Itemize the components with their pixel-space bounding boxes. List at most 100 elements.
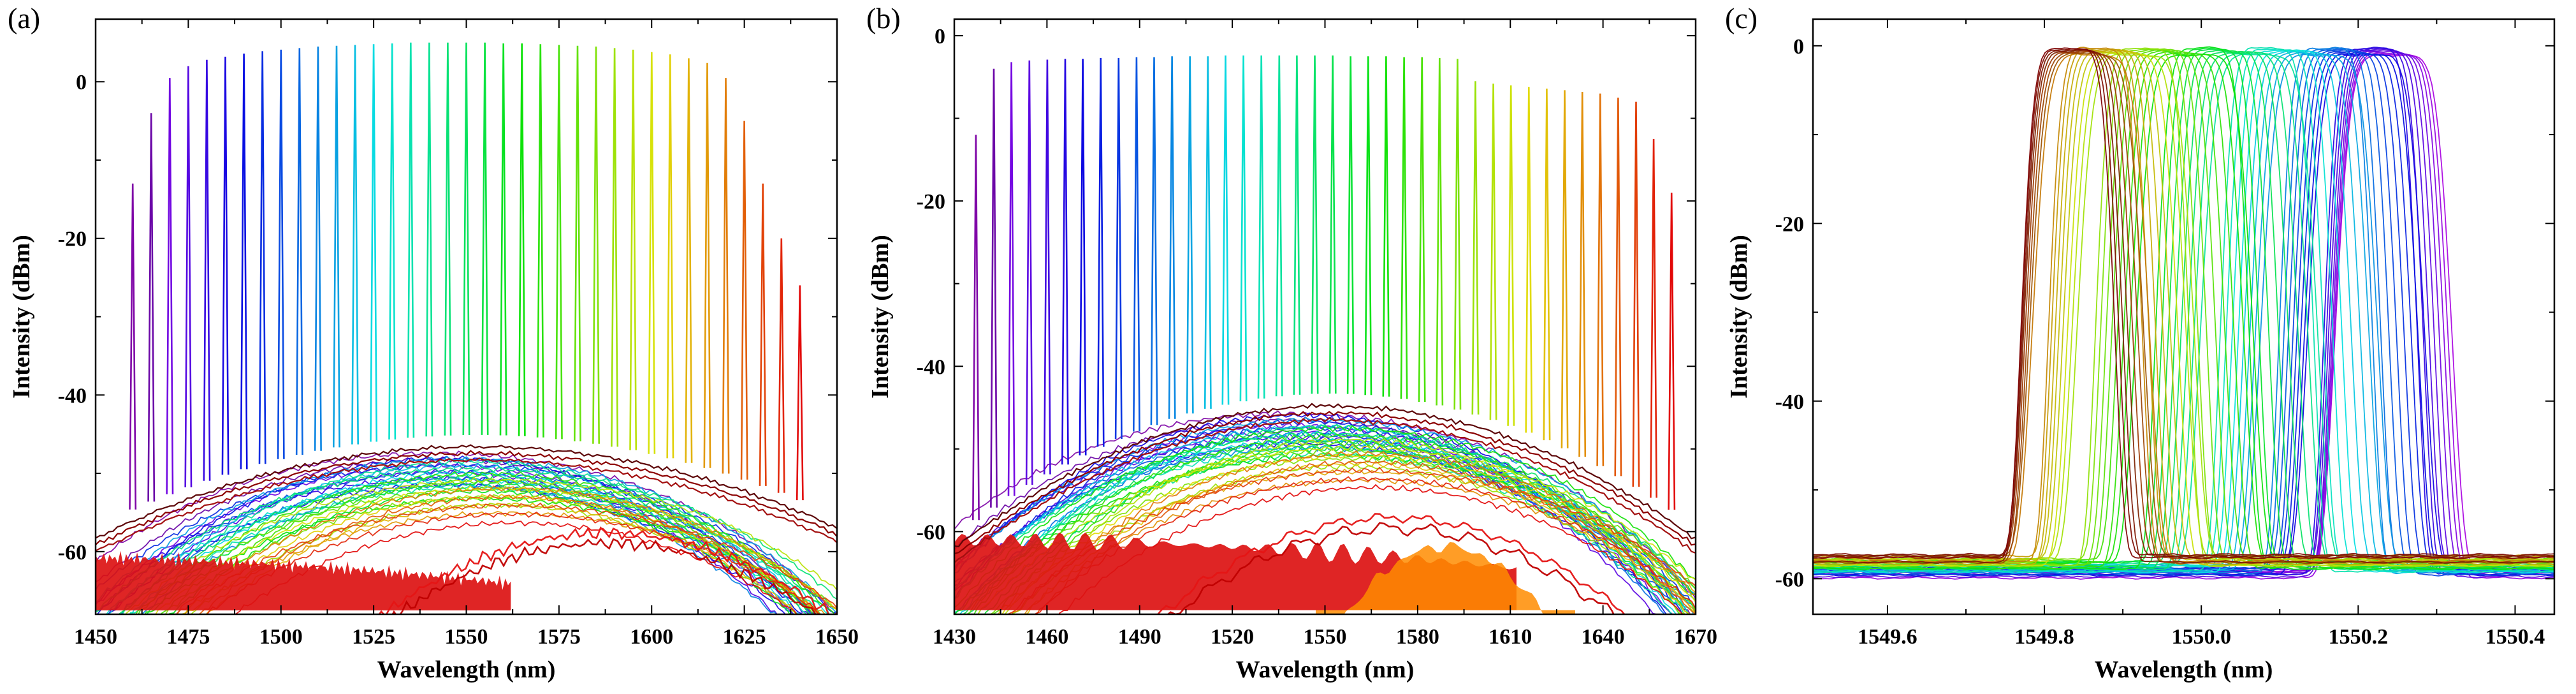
noise-blob-orange <box>1316 542 1575 614</box>
spectrum-curve <box>107 482 786 614</box>
x-tick-label: 1525 <box>352 625 395 649</box>
spectrum-curve <box>444 42 452 436</box>
spectrum-curve <box>96 457 836 552</box>
spectrum-curve <box>1167 522 1615 614</box>
spectrum-curve <box>629 49 637 450</box>
spectrum-curve <box>1114 57 1123 439</box>
spectrum-curve <box>1814 49 2554 566</box>
spectrum-curve <box>740 121 748 480</box>
x-tick-label: 1600 <box>630 625 673 649</box>
spectrum-curve <box>1814 52 2554 561</box>
spectrum-curve <box>955 425 1695 608</box>
x-tick-label: 1670 <box>1674 625 1717 649</box>
y-tick-label: -60 <box>917 520 945 544</box>
spectrum-curve <box>1061 59 1069 465</box>
y-tick-label: 0 <box>935 25 945 48</box>
spectrum-curve <box>592 46 600 444</box>
spectrum-curve <box>1507 85 1515 426</box>
spectrum-curve <box>1275 55 1283 397</box>
spectrum-curve <box>1025 60 1033 485</box>
x-tick-label: 1550.0 <box>2171 625 2231 649</box>
spectrum-curve <box>1650 138 1657 498</box>
spectrum-curve <box>1814 50 2554 560</box>
spectrum-curve <box>1311 55 1319 394</box>
spectrum-curve <box>1186 56 1194 414</box>
spectrum-curve <box>1814 48 2554 568</box>
chart-svg-c: 1549.6 1549.8 1550.0 1550.2 1550.4 0 -20 -40 -60… <box>1726 18 2556 683</box>
spectrum-curve <box>221 56 229 475</box>
spectrum-curve <box>1418 57 1426 402</box>
x-tick-label: 1549.8 <box>2014 625 2074 649</box>
spectrum-curve <box>351 45 359 445</box>
spectrum-curve <box>955 419 1667 614</box>
spectrum-curve <box>1561 90 1569 448</box>
spectrum-curve <box>1814 47 2554 568</box>
spectrum-curve <box>574 45 581 441</box>
spectrum-curve <box>481 42 489 435</box>
spectrum-curve <box>1814 51 2554 570</box>
spectrum-curve <box>984 445 1680 614</box>
spectrum-curve <box>1543 88 1551 441</box>
spectrum-curve <box>1814 48 2554 566</box>
y-tick-label: 0 <box>1793 35 1804 59</box>
series-layer <box>96 42 836 614</box>
y-tick-label: -60 <box>1775 568 1804 591</box>
panel-label-c: (c) <box>1725 2 1758 34</box>
spectrum-curve <box>990 456 1695 614</box>
y-tick-label: -20 <box>58 228 87 251</box>
spectrum-curve <box>235 520 797 614</box>
spectrum-curve <box>1814 50 2554 561</box>
spectrum-curve <box>1814 48 2554 568</box>
plot-frame <box>1812 18 2556 616</box>
spectrum-curve <box>1814 52 2554 580</box>
spectrum-curve <box>990 68 998 508</box>
spectrum-curve <box>555 45 563 439</box>
y-tick-label: 0 <box>76 71 87 94</box>
spectrum-curve <box>1364 56 1372 395</box>
spectrum-curve <box>125 476 836 614</box>
spectrum-curve <box>277 49 285 459</box>
spectrum-curve <box>1133 57 1140 432</box>
spectrum-curve <box>1596 93 1605 466</box>
spectrum-curve <box>1814 47 2554 559</box>
y-tick-label: -40 <box>917 355 945 379</box>
spectrum-curve <box>1157 513 1625 614</box>
panel-a: (a) 1450 1475 1500 1525 1550 1575 1600 1625 1650… <box>0 0 859 691</box>
spectrum-curve <box>1814 47 2554 564</box>
spectrum-curve <box>1007 62 1015 496</box>
spectrum-curve <box>1814 51 2554 573</box>
axes-layer: 1430 1460 1490 1520 1550 1580 1610 1640 1670 0 -20… <box>867 18 1717 683</box>
spectrum-curve <box>1453 59 1462 410</box>
spectrum-curve <box>129 183 137 510</box>
spectrum-curve <box>1489 84 1497 420</box>
y-tick-label: -20 <box>1775 212 1804 236</box>
spectrum-curve <box>1382 56 1390 397</box>
spectrum-curve <box>1814 49 2554 563</box>
spectrum-curve <box>955 402 1695 548</box>
spectrum-curve <box>1814 53 2554 563</box>
spectrum-curve <box>1328 55 1337 394</box>
spectrum-curve <box>1436 57 1444 406</box>
panel-c: (c) 1549.6 1549.8 1550.0 1550.2 1550.4 0 -20 -4… <box>1717 0 2576 691</box>
spectrum-curve <box>203 59 211 481</box>
spectrum-curve <box>972 135 980 520</box>
spectrum-curve <box>973 433 1695 614</box>
series-layer <box>955 55 1695 614</box>
spectrum-curve <box>147 113 156 502</box>
spectrum-curve <box>314 46 322 451</box>
x-tick-label: 1580 <box>1396 625 1439 649</box>
x-tick-label: 1450 <box>74 625 117 649</box>
spectrum-curve <box>96 461 836 614</box>
spectrum-curve <box>407 42 415 438</box>
x-tick-label: 1550.2 <box>2329 625 2389 649</box>
spectrum-curve <box>1814 51 2554 564</box>
spectrum-curve <box>462 42 470 436</box>
spectrum-curve <box>1168 56 1176 419</box>
y-tick-label: -20 <box>917 190 945 214</box>
x-tick-label: 1610 <box>1488 625 1532 649</box>
spectrum-curve <box>425 42 433 437</box>
spectrum-curve <box>391 538 817 614</box>
panel-label-b: (b) <box>866 2 901 34</box>
spectrum-curve <box>258 51 266 464</box>
x-tick-label: 1575 <box>537 625 581 649</box>
